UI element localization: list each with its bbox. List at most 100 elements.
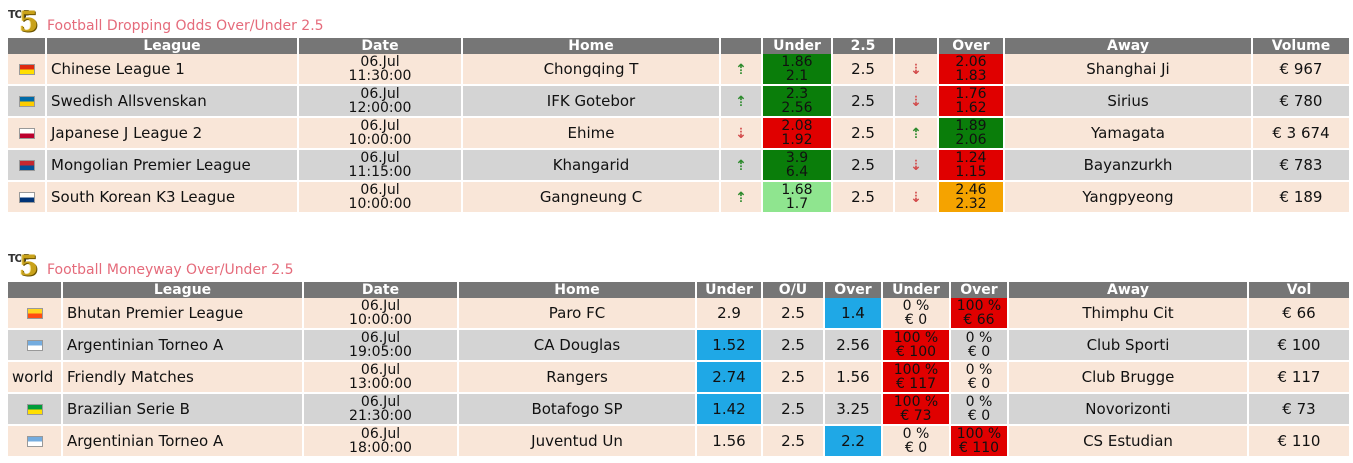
- league-name[interactable]: Chinese League 1: [46, 54, 299, 86]
- match-date-line1: 06.Jul: [360, 118, 400, 134]
- away-team[interactable]: Yamagata: [1004, 117, 1253, 150]
- col-header-mw-over[interactable]: Over: [950, 282, 1009, 298]
- home-team[interactable]: Khangarid: [462, 149, 721, 182]
- table-row[interactable]: Chinese League 1 06.Jul 11:30:00 Chongqing …: [8, 54, 1351, 86]
- moneyway-table: League Date Home Under O/U Over Under Over Away V…: [8, 282, 1351, 458]
- league-name[interactable]: South Korean K3 League: [46, 181, 299, 214]
- table-row[interactable]: Swedish Allsvenskan 06.Jul 12:00:00 IFK Got…: [8, 85, 1351, 118]
- col-header-under[interactable]: Under: [696, 282, 763, 298]
- flag-cell: [8, 329, 63, 362]
- col-header-mw-under[interactable]: Under: [882, 282, 951, 298]
- arrow-down-icon: ⇣: [894, 181, 939, 214]
- under-odds[interactable]: 2.74: [696, 361, 763, 394]
- league-name[interactable]: Swedish Allsvenskan: [46, 85, 299, 118]
- home-team[interactable]: Botafogo SP: [458, 393, 697, 426]
- away-team[interactable]: Yangpyeong: [1004, 181, 1253, 214]
- table-row[interactable]: Argentinian Torneo A 06.Jul 19:05:00 CA Dou…: [8, 329, 1351, 362]
- table-row[interactable]: Bhutan Premier League 06.Jul 10:00:00 Paro …: [8, 298, 1351, 330]
- away-team[interactable]: Novorizonti: [1008, 393, 1249, 426]
- col-header-flag[interactable]: [8, 38, 47, 54]
- away-team[interactable]: Club Sporti: [1008, 329, 1249, 362]
- league-name[interactable]: Argentinian Torneo A: [62, 329, 304, 362]
- moneyway-over-line2: € 66: [963, 312, 995, 328]
- moneyway-over-line2: € 0: [967, 376, 991, 392]
- col-header-flag[interactable]: [8, 282, 63, 298]
- league-name[interactable]: Friendly Matches: [62, 361, 304, 394]
- league-name[interactable]: Mongolian Premier League: [46, 149, 299, 182]
- away-team[interactable]: Sirius: [1004, 85, 1253, 118]
- home-team[interactable]: Rangers: [458, 361, 697, 394]
- moneyway-over-line1: 100 %: [956, 298, 1002, 314]
- home-team[interactable]: Juventud Un: [458, 425, 697, 458]
- dropping-odds-title[interactable]: Football Dropping Odds Over/Under 2.5: [47, 18, 324, 34]
- volume: € 100: [1248, 329, 1351, 362]
- col-header-arrow[interactable]: [720, 38, 763, 54]
- col-header-under[interactable]: Under: [762, 38, 833, 54]
- over-odds[interactable]: 1.4: [824, 298, 883, 330]
- under-odds[interactable]: 1.52: [696, 329, 763, 362]
- under-odds[interactable]: 1.42: [696, 393, 763, 426]
- table-row[interactable]: Japanese J League 2 06.Jul 10:00:00 Ehime ⇣ 2…: [8, 117, 1351, 150]
- over-odds-line1: 1.89: [955, 118, 987, 134]
- home-team[interactable]: CA Douglas: [458, 329, 697, 362]
- col-header-vol[interactable]: Vol: [1248, 282, 1351, 298]
- col-header-league[interactable]: League: [46, 38, 299, 54]
- table-row[interactable]: Argentinian Torneo A 06.Jul 18:00:00 Juvent…: [8, 425, 1351, 458]
- col-header-away[interactable]: Away: [1004, 38, 1253, 54]
- home-team[interactable]: Paro FC: [458, 298, 697, 330]
- league-name[interactable]: Brazilian Serie B: [62, 393, 304, 426]
- league-name[interactable]: Argentinian Torneo A: [62, 425, 304, 458]
- away-team[interactable]: Thimphu Cit: [1008, 298, 1249, 330]
- away-team[interactable]: CS Estudian: [1008, 425, 1249, 458]
- away-team[interactable]: Club Brugge: [1008, 361, 1249, 394]
- line-value: 2.5: [832, 117, 895, 150]
- moneyway-over-line2: € 110: [958, 440, 1000, 456]
- arrow-up-icon: ⇡: [720, 54, 763, 86]
- table-row[interactable]: Mongolian Premier League 06.Jul 11:15:00 Kh…: [8, 149, 1351, 182]
- over-odds: 1.24 1.15: [938, 149, 1005, 182]
- table-row[interactable]: world Friendly Matches 06.Jul 13:00:00 Range…: [8, 361, 1351, 394]
- arrow-up-icon: ⇡: [720, 181, 763, 214]
- moneyway-under-line2: € 117: [895, 376, 937, 392]
- away-team[interactable]: Bayanzurkh: [1004, 149, 1253, 182]
- col-header-date[interactable]: Date: [303, 282, 459, 298]
- flag-text: world: [12, 368, 54, 386]
- col-header-ou[interactable]: O/U: [762, 282, 825, 298]
- col-header-line[interactable]: 2.5: [832, 38, 895, 54]
- home-team[interactable]: Chongqing T: [462, 54, 721, 86]
- over-odds[interactable]: 3.25: [824, 393, 883, 426]
- argentina-flag-icon: [26, 436, 43, 447]
- league-name[interactable]: Japanese J League 2: [46, 117, 299, 150]
- col-header-over[interactable]: Over: [824, 282, 883, 298]
- col-header-home[interactable]: Home: [458, 282, 697, 298]
- home-team[interactable]: Gangneung C: [462, 181, 721, 214]
- league-name[interactable]: Bhutan Premier League: [62, 298, 304, 330]
- away-team[interactable]: Shanghai Ji: [1004, 54, 1253, 86]
- home-team[interactable]: IFK Gotebor: [462, 85, 721, 118]
- home-team[interactable]: Ehime: [462, 117, 721, 150]
- moneyway-under: 100 % € 100: [882, 329, 951, 362]
- moneyway-under-line2: € 0: [904, 312, 928, 328]
- match-date: 06.Jul 10:00:00: [303, 298, 459, 330]
- volume: € 783: [1252, 149, 1351, 182]
- col-header-date[interactable]: Date: [298, 38, 463, 54]
- under-odds-line2: 2.1: [785, 68, 809, 84]
- col-header-volume[interactable]: Volume: [1252, 38, 1351, 54]
- table-row[interactable]: South Korean K3 League 06.Jul 10:00:00 Gang…: [8, 181, 1351, 214]
- under-odds[interactable]: 2.9: [696, 298, 763, 330]
- over-odds[interactable]: 1.56: [824, 361, 883, 394]
- moneyway-title[interactable]: Football Moneyway Over/Under 2.5: [47, 262, 294, 278]
- under-odds-line2: 2.56: [781, 100, 813, 116]
- col-header-league[interactable]: League: [62, 282, 304, 298]
- col-header-arrow[interactable]: [894, 38, 939, 54]
- col-header-home[interactable]: Home: [462, 38, 721, 54]
- over-odds[interactable]: 2.56: [824, 329, 883, 362]
- table-row[interactable]: Brazilian Serie B 06.Jul 21:30:00 Botafogo …: [8, 393, 1351, 426]
- volume: € 110: [1248, 425, 1351, 458]
- moneyway-over: 100 % € 110: [950, 425, 1009, 458]
- over-odds[interactable]: 2.2: [824, 425, 883, 458]
- col-header-over[interactable]: Over: [938, 38, 1005, 54]
- under-odds[interactable]: 1.56: [696, 425, 763, 458]
- col-header-away[interactable]: Away: [1008, 282, 1249, 298]
- arrow-up-icon: ⇡: [720, 149, 763, 182]
